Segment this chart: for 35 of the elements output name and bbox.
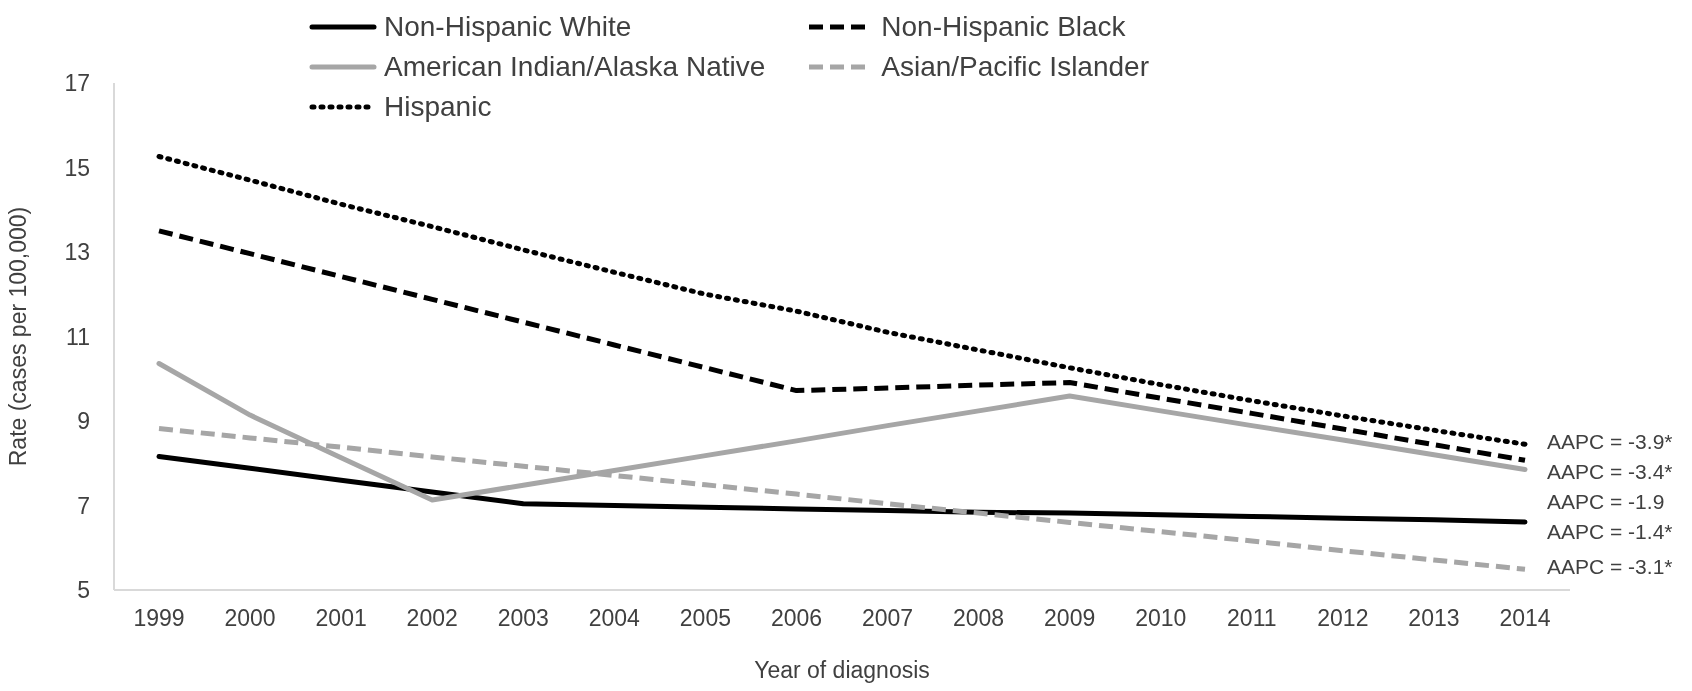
- x-tick-label: 2011: [1227, 605, 1277, 632]
- legend-label: Hispanic: [384, 91, 492, 123]
- x-tick-label: 2001: [315, 605, 367, 632]
- y-tick-label: 11: [66, 323, 90, 350]
- y-axis-title: Rate (cases per 100,000): [5, 206, 32, 467]
- x-tick-label: 1999: [133, 605, 185, 632]
- y-tick-label: 15: [64, 154, 90, 181]
- legend-label: Non-Hispanic Black: [881, 11, 1126, 43]
- legend-label: American Indian/Alaska Native: [384, 51, 766, 83]
- annotation: AAPC = -3.1*: [1547, 555, 1673, 580]
- annotation: AAPC = -1.9: [1547, 490, 1665, 515]
- y-tick-label: 17: [64, 70, 90, 97]
- x-tick-label: 2002: [406, 605, 458, 632]
- legend-label: Non-Hispanic White: [384, 11, 632, 43]
- y-tick-label: 5: [77, 577, 90, 604]
- x-tick-label: 2000: [224, 605, 276, 632]
- y-tick-label: 13: [64, 239, 90, 266]
- x-tick-label: 2003: [497, 605, 549, 632]
- annotation: AAPC = -3.4*: [1547, 460, 1673, 485]
- annotation: AAPC = -1.4*: [1547, 520, 1673, 545]
- y-tick-label: 7: [77, 492, 90, 519]
- x-tick-label: 2005: [679, 605, 731, 632]
- annotation: AAPC = -3.9*: [1547, 430, 1673, 455]
- x-tick-label: 2006: [770, 605, 823, 632]
- x-tick-label: 2009: [1044, 605, 1096, 632]
- y-tick-label: 9: [77, 408, 90, 435]
- x-tick-label: 2013: [1408, 605, 1460, 632]
- x-tick-label: 2008: [953, 605, 1005, 632]
- x-tick-label: 2004: [588, 605, 641, 632]
- legend-label: Asian/Pacific Islander: [881, 51, 1149, 83]
- x-tick-label: 2010: [1135, 605, 1187, 632]
- x-axis-title: Year of diagnosis: [754, 657, 930, 683]
- x-tick-label: 2012: [1317, 605, 1369, 632]
- x-tick-label: 2007: [861, 605, 914, 632]
- x-tick-label: 2014: [1499, 605, 1551, 632]
